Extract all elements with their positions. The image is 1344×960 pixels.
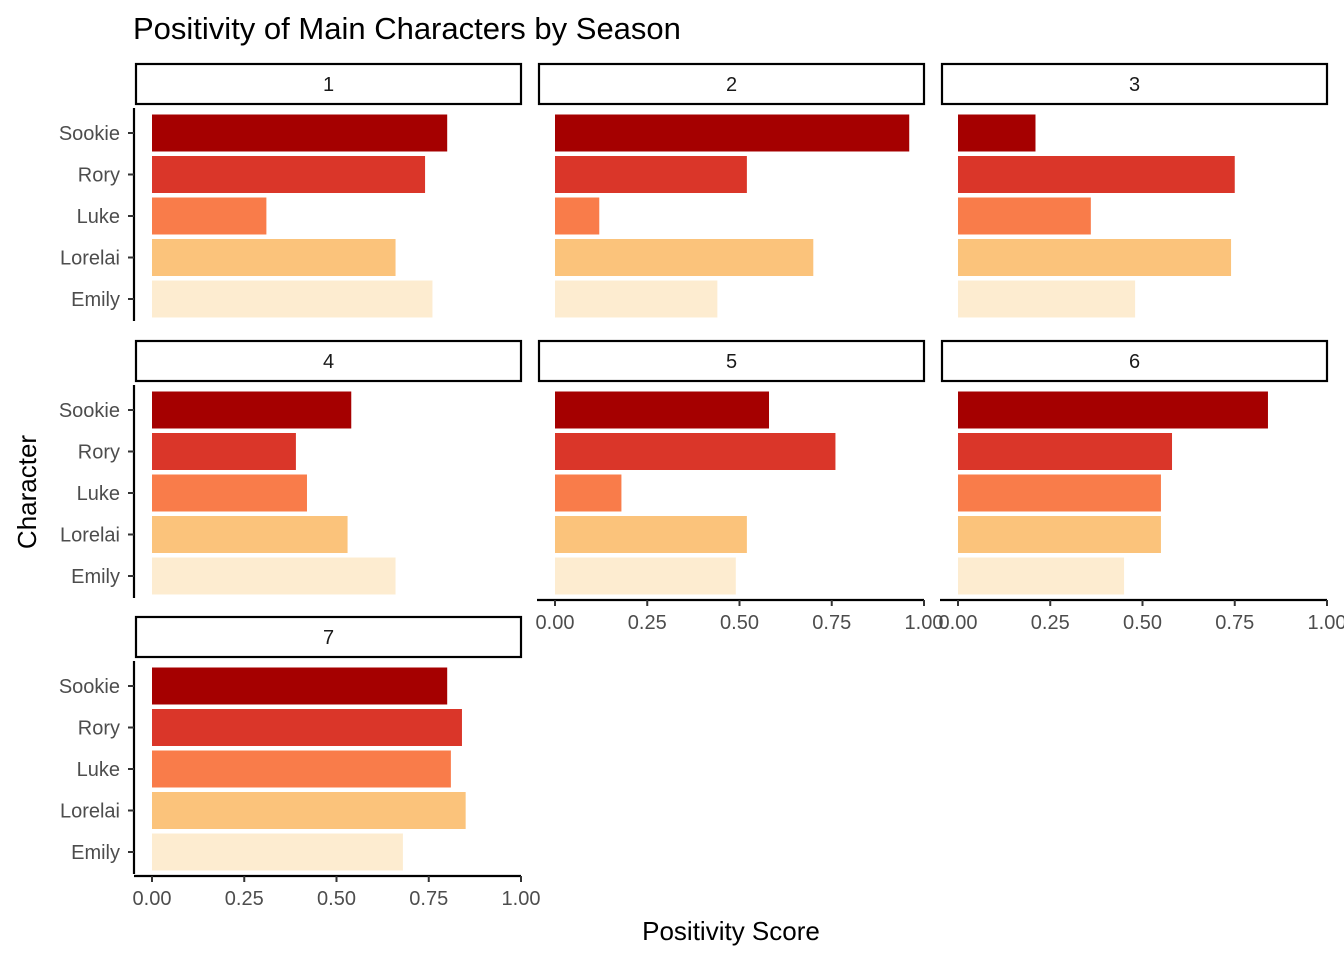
facet-strip [537,62,926,106]
facet-panel: 7 Sookie Rory Luke Lorelai Emily 0.00 0.25 0.50 0… [59,615,541,910]
bar [555,280,718,318]
facet-strip-label: 2 [726,74,737,96]
facet-panels: 1 Sookie Rory Luke Lorelai Emily 2 3 4 Sookie Rory… [59,62,1344,910]
bar [152,474,307,512]
facet-strip [134,339,523,383]
x-tick-label: 0.00 [133,888,172,910]
y-tick-label: Emily [71,566,120,588]
y-axis-title: Character [12,435,42,549]
x-tick-label: 1.00 [905,612,944,634]
facet-strip [537,339,926,383]
bar [152,709,462,746]
bar [958,239,1232,276]
chart-title: Positivity of Main Characters by Season [133,11,681,46]
facet-panel: 5 0.00 0.25 0.50 0.75 1.00 [536,339,944,634]
bar [152,433,296,470]
bar [152,667,448,705]
x-tick-label: 0.50 [720,612,759,634]
bar [958,280,1136,318]
bar [152,280,433,318]
bar [152,750,451,788]
bar [958,197,1091,235]
facet-strip [134,62,523,106]
facet-strip [134,615,523,659]
y-tick-label: Sookie [59,123,120,145]
x-tick-label: 0.50 [317,888,356,910]
facet-strip-label: 4 [323,351,334,373]
x-tick-label: 0.25 [225,888,264,910]
bar [958,114,1036,152]
bar [555,114,910,152]
facet-strip-label: 6 [1129,351,1140,373]
y-tick-label: Emily [71,289,120,311]
bar [152,156,426,193]
bar [152,391,352,429]
bar [555,197,600,235]
y-tick-label: Luke [77,759,120,781]
bar [555,433,836,470]
x-tick-label: 0.75 [812,612,851,634]
bar [152,557,396,595]
y-tick-label: Lorelai [60,801,120,823]
x-tick-label: 0.25 [628,612,667,634]
bar [555,391,770,429]
y-tick-label: Rory [78,165,120,187]
x-tick-label: 0.50 [1123,612,1162,634]
bar [555,239,814,276]
bar [152,792,466,829]
bar [152,833,403,871]
bar [152,516,348,553]
bar [958,516,1161,553]
bar [555,474,622,512]
y-tick-label: Luke [77,206,120,228]
y-tick-label: Lorelai [60,525,120,547]
x-tick-label: 0.25 [1031,612,1070,634]
facet-strip [940,62,1329,106]
facet-strip-label: 1 [323,74,334,96]
x-tick-label: 1.00 [1308,612,1344,634]
bar [958,433,1173,470]
y-tick-label: Emily [71,842,120,864]
y-tick-label: Rory [78,442,120,464]
bar [958,474,1161,512]
facet-strip-label: 3 [1129,74,1140,96]
x-tick-label: 0.75 [409,888,448,910]
bar [555,516,747,553]
facet-strip-label: 7 [323,627,334,649]
bar [152,114,448,152]
facet-panel: 2 [537,62,926,318]
facet-panel: 4 Sookie Rory Luke Lorelai Emily [59,339,523,598]
facet-panel: 6 0.00 0.25 0.50 0.75 1.00 [939,339,1344,634]
x-tick-label: 0.00 [939,612,978,634]
facet-strip [940,339,1329,383]
y-tick-label: Luke [77,483,120,505]
bar [555,557,736,595]
x-axis-title: Positivity Score [642,916,820,946]
y-tick-label: Sookie [59,676,120,698]
y-tick-label: Sookie [59,400,120,422]
bar [152,239,396,276]
facet-panel: 3 [940,62,1329,318]
facet-panel: 1 Sookie Rory Luke Lorelai Emily [59,62,523,321]
bar [958,156,1235,193]
x-tick-label: 0.00 [536,612,575,634]
y-tick-label: Lorelai [60,248,120,270]
bar [958,391,1268,429]
y-tick-label: Rory [78,718,120,740]
facet-strip-label: 5 [726,351,737,373]
bar [555,156,747,193]
x-tick-label: 1.00 [502,888,541,910]
bar [152,197,267,235]
x-tick-label: 0.75 [1215,612,1254,634]
bar [958,557,1125,595]
